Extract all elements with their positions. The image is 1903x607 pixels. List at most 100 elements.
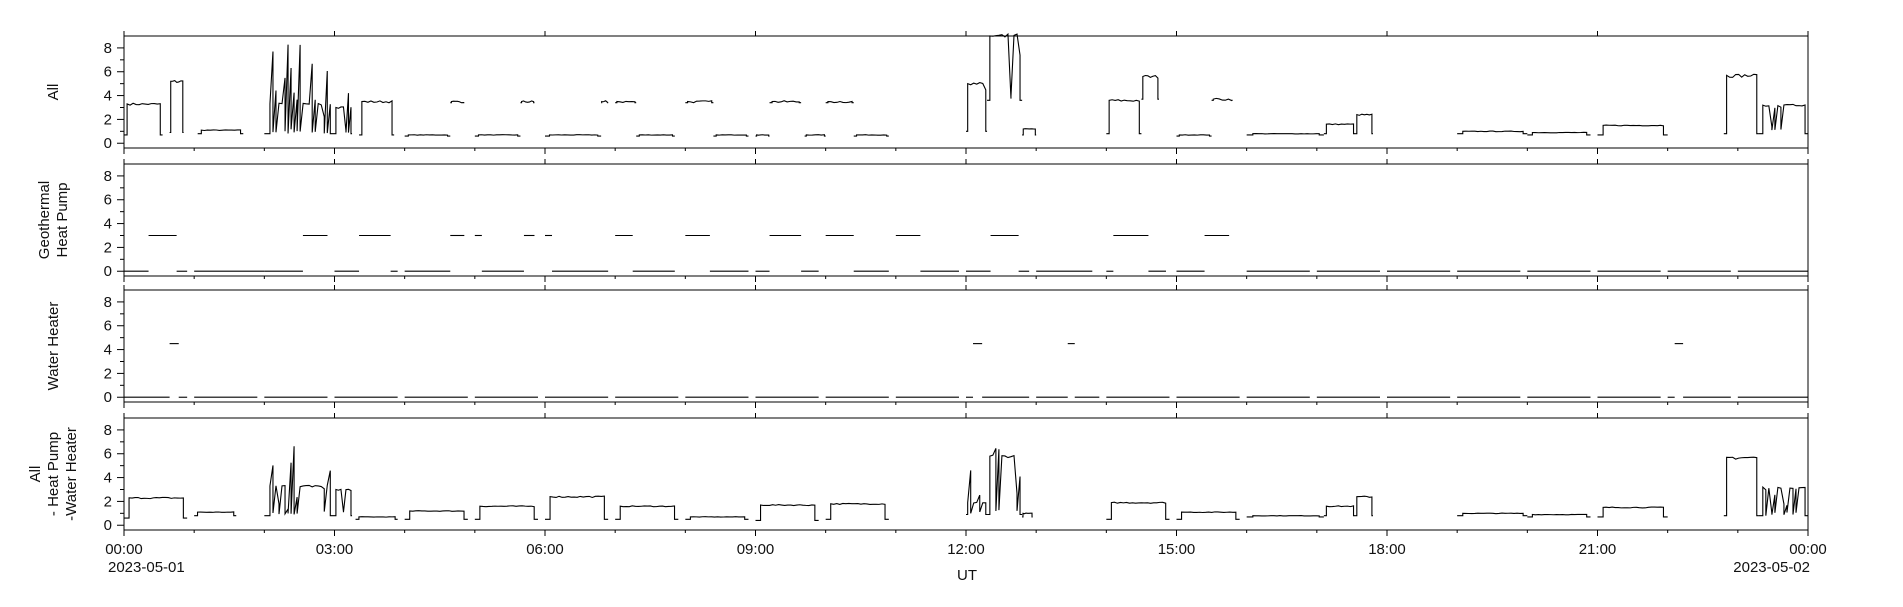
y-tick-label: 6 [104,64,112,81]
series-segment [966,81,988,132]
series-segment [1323,123,1356,135]
series-segment [601,100,609,104]
y-tick-label: 2 [104,111,112,128]
series-segment [1758,103,1808,135]
y-tick-label: 2 [104,365,112,382]
series-segment [825,502,889,520]
series-segment [987,32,1023,101]
series-segment [1246,132,1324,136]
y-tick-label: 2 [104,239,112,256]
series-segment [264,446,335,517]
series-segment [1457,130,1528,135]
series-segment [685,100,714,104]
series-segment [1176,511,1240,520]
series-segment [404,510,468,520]
series-segment [355,516,398,520]
x-end-date: 2023-05-02 [1733,559,1810,576]
panel-frame [123,417,1809,531]
series-segment [825,100,854,104]
series-segment [1527,513,1591,518]
series-segment [1141,74,1159,100]
series-segment [713,134,749,137]
series-segment [545,495,609,520]
series-line [124,343,1808,398]
x-start-date: 2023-05-01 [108,559,185,576]
series-line [124,234,1808,272]
series-segment [520,100,535,104]
y-tick-label: 4 [104,470,112,487]
series-segment [474,134,521,137]
series-line [124,32,1808,137]
panel-4: 0 2 4 6 8 All- Heat Pump-Water Heater [27,413,1809,536]
series-segment [615,100,637,104]
y-tick-label: 6 [104,318,112,335]
series-segment [124,496,188,519]
series-segment [1246,514,1324,518]
series-segment [1758,485,1808,517]
series-segment [1597,506,1668,518]
panel-3: 0 2 4 6 8 Water Heater [45,285,1809,408]
series-segment [853,134,889,137]
x-tick-label: 00:00 [105,541,143,558]
y-tick-label: 4 [104,216,112,233]
series-segment [1355,113,1373,135]
series-segment [474,505,538,520]
series-segment [769,100,802,104]
series-segment [264,44,335,135]
y-tick-label: 2 [104,493,112,510]
y-tick-label: 0 [104,389,112,406]
series-segment [755,504,819,522]
y-tick-label: 8 [104,168,112,185]
series-segment [334,93,353,135]
panel-2: 0 2 4 6 8 GeothermalHeat Pump [36,159,1809,282]
y-tick-label: 8 [104,40,112,57]
series-segment [1022,128,1037,136]
series-segment [1355,495,1373,517]
series-segment [359,99,395,136]
series-segment [1176,134,1212,137]
series-segment [987,448,1023,516]
series-segment [1457,512,1528,517]
y-axis-title: All [45,84,62,101]
x-axis-title: UT [957,567,977,584]
y-axis-title: All- Heat Pump-Water Heater [27,427,80,521]
series-segment [636,134,675,137]
panel-frame [123,289,1809,403]
series-segment [545,134,602,137]
series-segment [404,134,451,137]
y-tick-label: 8 [104,294,112,311]
series-segment [1106,99,1142,135]
series-segment [685,516,749,520]
series-segment [1323,505,1356,517]
panel-frame [123,163,1809,277]
x-tick-label: 21:00 [1579,541,1617,558]
series-segment [194,511,237,517]
y-tick-label: 4 [104,88,112,105]
series-segment [169,79,184,134]
x-tick-label: 00:00 [1789,541,1827,558]
y-tick-label: 8 [104,422,112,439]
x-tick-label: 18:00 [1368,541,1406,558]
x-tick-label: 09:00 [737,541,775,558]
series-segment [1597,124,1668,136]
x-tick-label: 12:00 [947,541,985,558]
y-axis-title: GeothermalHeat Pump [36,181,71,259]
series-segment [334,488,353,517]
series-segment [450,100,465,104]
series-segment [755,134,770,137]
series-segment [966,470,988,516]
y-axis-title: Water Heater [45,302,62,391]
y-tick-label: 0 [104,135,112,152]
series-segment [1022,512,1033,518]
y-tick-label: 6 [104,192,112,209]
y-tick-label: 0 [104,263,112,280]
series-segment [1211,97,1233,102]
series-segment [1723,456,1759,517]
y-tick-label: 6 [104,446,112,463]
y-tick-label: 4 [104,342,112,359]
series-segment [197,129,244,135]
y-tick-label: 0 [104,517,112,534]
panel-1: 0 2 4 6 8 All [45,31,1809,154]
series-segment [615,505,679,520]
